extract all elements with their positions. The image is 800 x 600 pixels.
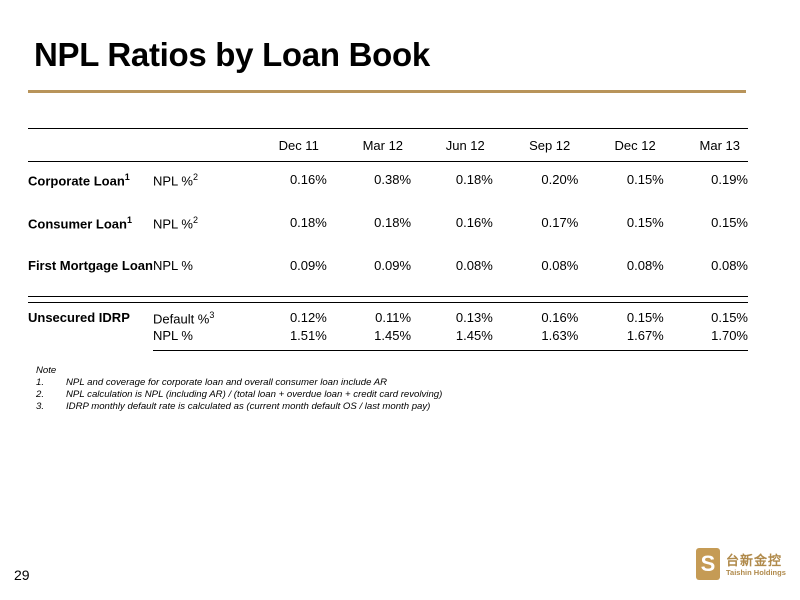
table-cell: 0.16%	[289, 172, 327, 187]
metric-label: NPL %2	[153, 172, 198, 189]
table-cell: 1.51%	[243, 326, 327, 351]
notes-heading: Note	[36, 365, 57, 376]
table-cell: 0.11%	[375, 310, 412, 325]
table-cell: 1.70%	[663, 326, 748, 351]
table-cell: 0.08%	[711, 257, 748, 273]
table-cell: 0.18%	[374, 214, 412, 230]
header-blank	[28, 128, 243, 162]
page-number: 29	[14, 567, 30, 583]
segment-label: Consumer Loan1	[28, 214, 132, 231]
logo-chinese-name: 台新金控	[726, 553, 783, 568]
npl-ratio-table: Dec 11 Mar 12 Jun 12 Sep 12 Dec 12 Mar 1…	[28, 128, 748, 351]
note-item: 1. NPL and coverage for corporate loan a…	[36, 377, 442, 389]
table-row: Unsecured IDRP Default %3 0.12% 0.11% 0.…	[28, 303, 748, 327]
table-cell: 0.17%	[541, 214, 579, 230]
table-cell: 0.15%	[626, 214, 664, 230]
note-item: 3. IDRP monthly default rate is calculat…	[36, 401, 442, 413]
table-row: Consumer Loan1 NPL %2 0.18% 0.18% 0.16% …	[28, 205, 748, 249]
table-cell: 0.15%	[626, 172, 664, 187]
metric-label: Default %3	[153, 310, 215, 327]
table-cell: 0.20%	[541, 172, 579, 187]
logo-english-name: Taishin Holdings	[726, 568, 786, 577]
note-text: NPL calculation is NPL (including AR) / …	[66, 389, 443, 400]
table-cell: 0.09%	[374, 257, 412, 273]
company-logo: S 台新金控 Taishin Holdings	[696, 548, 786, 582]
logo-mark-icon: S	[696, 548, 720, 580]
column-header: Jun 12	[411, 128, 493, 162]
section-divider	[28, 296, 748, 303]
table-cell: 1.45%	[326, 326, 412, 351]
table-cell: 1.67%	[578, 326, 664, 351]
table-cell: 0.38%	[374, 172, 412, 187]
column-header: Dec 11	[243, 128, 327, 162]
table-cell: 0.08%	[626, 257, 664, 273]
table-row: NPL % 1.51% 1.45% 1.45% 1.63% 1.67% 1.70…	[28, 326, 748, 351]
note-number: 1.	[36, 377, 45, 388]
note-text: IDRP monthly default rate is calculated …	[66, 401, 431, 412]
table-cell: 0.15%	[711, 214, 748, 230]
segment-label: Corporate Loan1	[28, 172, 130, 189]
note-item: 2. NPL calculation is NPL (including AR)…	[36, 389, 442, 401]
segment-label: Unsecured IDRP	[28, 310, 130, 325]
table-cell: 0.08%	[541, 257, 579, 273]
table-cell: 0.13%	[455, 310, 493, 325]
table-cell: 0.15%	[711, 310, 748, 325]
table-cell: 0.12%	[289, 310, 327, 325]
column-header: Sep 12	[492, 128, 579, 162]
table-cell: 0.16%	[455, 214, 493, 230]
metric-label: NPL %	[153, 257, 193, 273]
page-title: NPL Ratios by Loan Book	[34, 36, 430, 73]
note-number: 2.	[36, 389, 45, 400]
column-header: Mar 12	[326, 128, 412, 162]
table-cell: 0.18%	[455, 172, 493, 187]
table-row: Corporate Loan1 NPL %2 0.16% 0.38% 0.18%…	[28, 162, 748, 205]
table-cell: 0.09%	[289, 257, 327, 273]
table-cell: 0.16%	[541, 310, 579, 325]
table-header-row: Dec 11 Mar 12 Jun 12 Sep 12 Dec 12 Mar 1…	[28, 128, 748, 162]
column-header: Dec 12	[578, 128, 664, 162]
note-text: NPL and coverage for corporate loan and …	[66, 377, 388, 388]
table-cell: 1.63%	[492, 326, 579, 351]
segment-label: First Mortgage Loan	[28, 257, 153, 273]
metric-label: NPL %	[153, 326, 243, 351]
metric-label: NPL %2	[153, 214, 198, 231]
table-cell: 0.19%	[711, 172, 748, 187]
table-cell: 1.45%	[411, 326, 493, 351]
table-cell: 0.18%	[289, 214, 327, 230]
notes-section: Note 1. NPL and coverage for corporate l…	[36, 365, 442, 413]
table-cell: 0.08%	[455, 257, 493, 273]
note-number: 3.	[36, 401, 45, 412]
title-divider	[28, 90, 746, 93]
table-row: First Mortgage Loan NPL % 0.09% 0.09% 0.…	[28, 249, 748, 297]
column-header: Mar 13	[663, 128, 748, 162]
table-cell: 0.15%	[626, 310, 664, 325]
